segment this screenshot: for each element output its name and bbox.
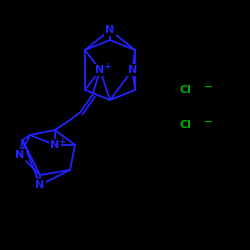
Text: N: N <box>50 140 60 150</box>
Text: N: N <box>16 150 24 160</box>
Text: −: − <box>204 82 213 92</box>
Text: N: N <box>36 180 44 190</box>
Text: Cl: Cl <box>180 85 192 95</box>
Text: N: N <box>96 65 104 75</box>
Text: N: N <box>106 25 114 35</box>
Text: +: + <box>59 137 66 146</box>
Text: Cl: Cl <box>180 120 192 130</box>
Text: +: + <box>104 62 111 71</box>
Text: N: N <box>128 65 137 75</box>
Text: −: − <box>204 117 213 127</box>
